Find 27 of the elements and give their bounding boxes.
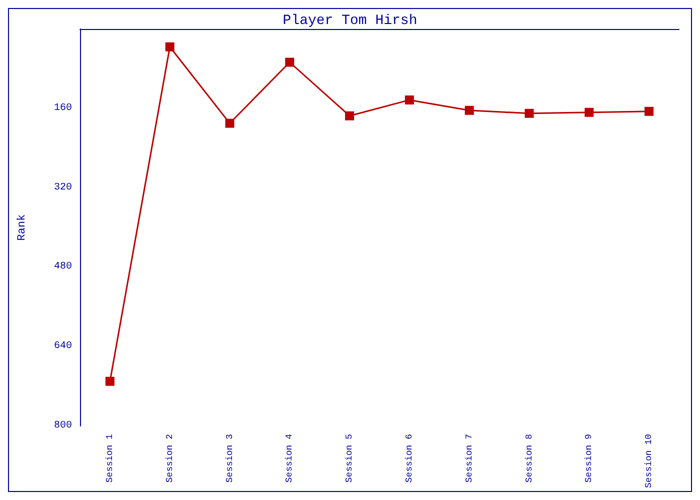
x-tick-label: Session 3 <box>224 434 235 483</box>
y-tick-label: 800 <box>54 420 72 432</box>
x-tick-label: Session 5 <box>344 434 355 483</box>
x-tick-label: Session 9 <box>584 434 594 483</box>
point <box>464 106 474 115</box>
point <box>345 111 354 120</box>
point <box>285 58 294 67</box>
point <box>584 108 594 117</box>
x-tick-label: Session 4 <box>284 434 295 483</box>
y-tick-label: 640 <box>54 341 72 352</box>
point <box>105 376 114 386</box>
y-tick-label: 480 <box>54 262 72 273</box>
x-tick-label: Session 8 <box>524 434 534 483</box>
point <box>404 95 414 104</box>
point <box>165 42 174 52</box>
point <box>524 108 534 118</box>
x-tick-label: Session 2 <box>164 434 175 483</box>
point <box>225 118 234 128</box>
x-tick-label: Session 10 <box>644 434 654 488</box>
y-tick-label: 160 <box>54 102 72 114</box>
y-axis-title: Rank <box>16 214 28 241</box>
x-tick-label: Session 7 <box>464 434 474 483</box>
x-tick-label: Session 1 <box>104 434 115 483</box>
chart-title: Player Tom Hirsh <box>282 13 418 29</box>
point <box>644 106 654 116</box>
x-tick-label: Session 6 <box>404 434 414 483</box>
y-tick-label: 320 <box>54 182 72 194</box>
